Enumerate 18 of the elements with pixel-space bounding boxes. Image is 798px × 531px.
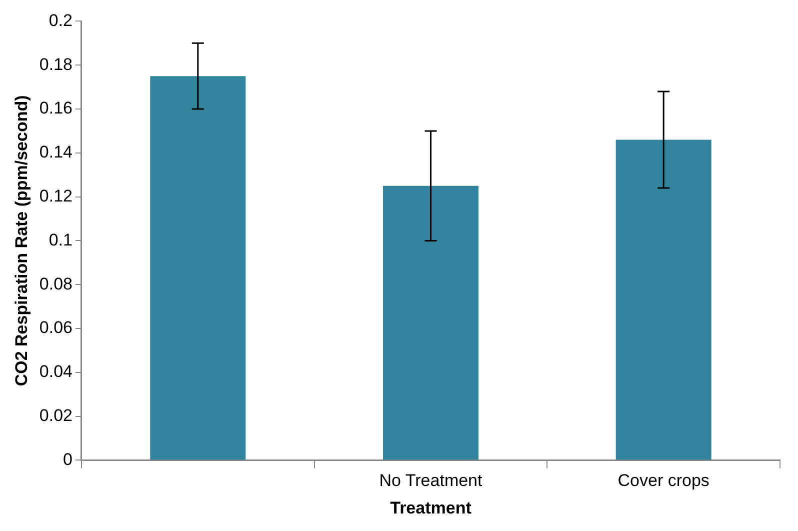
x-tick-label: No Treatment	[379, 471, 483, 490]
y-tick-label: 0.04	[39, 362, 72, 382]
y-tick-label: 0.18	[39, 54, 72, 74]
y-axis-title: CO2 Respiration Rate (ppm/second)	[12, 95, 31, 386]
y-tick-label: 0.16	[39, 98, 72, 118]
x-axis-title: Treatment	[390, 498, 472, 518]
x-tick-label: Cover crops	[618, 471, 710, 490]
y-tick-label: 0.02	[39, 406, 72, 425]
bar	[383, 186, 478, 460]
y-tick-label: 0.12	[39, 186, 72, 206]
y-tick-label: 0.06	[39, 318, 72, 338]
y-tick-label: 0.1	[48, 230, 72, 250]
bar	[616, 140, 712, 460]
y-tick-label: 0	[63, 450, 72, 469]
y-tick-label: 0.2	[48, 10, 72, 30]
bar	[150, 76, 246, 460]
y-tick-label: 0.08	[39, 274, 72, 294]
y-tick-label: 0.14	[39, 142, 72, 162]
